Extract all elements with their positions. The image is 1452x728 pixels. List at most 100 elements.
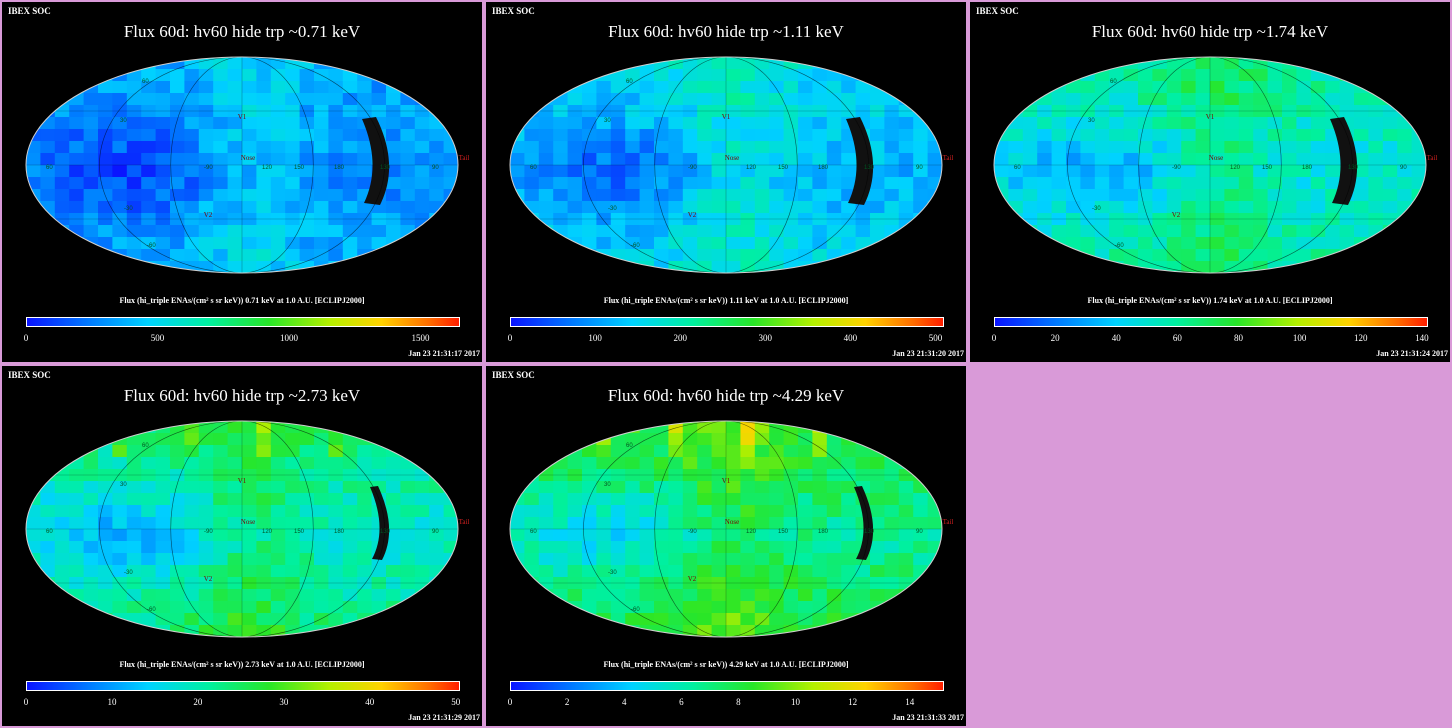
colorbar-tick-label: 80 <box>1234 333 1243 343</box>
latitude-label: 60 <box>142 443 149 449</box>
map-label-nose: Nose <box>241 518 255 526</box>
longitude-label: -90 <box>688 529 697 535</box>
colorbar-ticks: 0 20 40 60 80 100 120 140 <box>992 333 1429 345</box>
longitude-label: 90 <box>916 529 923 535</box>
colorbar-tick-label: 20 <box>193 697 203 707</box>
sky-map: V1 V2 Nose Tail 60 -90 120 150 180 130 90 60 30 -30 -6… <box>509 420 953 638</box>
colorbar-ticks: 0 10 20 30 40 50 <box>23 697 460 709</box>
colorbar-tick-label: 0 <box>23 697 29 707</box>
map-label-nose: Nose <box>725 154 739 162</box>
colorbar-tick-label: 4 <box>621 697 627 707</box>
longitude-label: 130 <box>864 165 875 171</box>
sky-map: V1 V2 Nose Tail 60 -90 120 150 180 130 90 60 30 -30 -6… <box>993 56 1438 274</box>
latitude-label: 30 <box>604 118 611 124</box>
timestamp: Jan 23 21:31:17 2017 <box>408 349 480 358</box>
longitude-label: 60 <box>530 165 537 171</box>
longitude-label: -90 <box>204 165 213 171</box>
colorbar-ticks: 0 2 4 6 8 10 12 14 <box>508 697 944 709</box>
colorbar-tick-label: 20 <box>1050 333 1060 343</box>
colorbar-tick-label: 10 <box>791 697 801 707</box>
longitude-label: 130 <box>380 165 391 171</box>
ibex-soc-label: IBEX SOC <box>8 6 51 16</box>
sky-map: V1 V2 Nose Tail 60 -90 120 150 180 130 90 60 30 -30 -6… <box>509 56 954 274</box>
longitude-label: 180 <box>334 165 345 171</box>
longitude-label: 120 <box>746 165 757 171</box>
map-label-v2: V2 <box>688 575 697 583</box>
map-label-v1: V1 <box>722 477 731 485</box>
map-label-v2: V2 <box>204 575 213 583</box>
map-outline <box>25 420 459 638</box>
map-label-v2: V2 <box>204 211 213 219</box>
timestamp: Jan 23 21:31:24 2017 <box>1376 349 1448 358</box>
longitude-label: 90 <box>1400 165 1407 171</box>
map-outline <box>25 56 459 274</box>
colorbar-tick-label: 40 <box>1111 333 1121 343</box>
map-title: Flux 60d: hv60 hide trp ~4.29 keV <box>607 386 845 405</box>
longitude-label: 150 <box>294 165 305 171</box>
longitude-label: 150 <box>294 529 305 535</box>
map-label-v1: V1 <box>238 477 247 485</box>
longitude-label: 60 <box>46 165 53 171</box>
longitude-label: 130 <box>864 529 875 535</box>
colorbar-tick-label: 40 <box>365 697 375 707</box>
longitude-label: -90 <box>688 165 697 171</box>
latitude-label: 60 <box>626 443 633 449</box>
map-outline <box>993 56 1427 274</box>
longitude-label: 130 <box>380 529 391 535</box>
latitude-label: -60 <box>631 607 640 613</box>
longitude-label: 130 <box>1348 165 1359 171</box>
longitude-label: 60 <box>530 529 537 535</box>
latitude-label: 30 <box>1088 118 1095 124</box>
colorbar-tick-label: 1000 <box>280 333 299 343</box>
colorbar-tick-label: 6 <box>679 697 684 707</box>
longitude-label: 60 <box>1014 165 1021 171</box>
colorbar-tick-label: 2 <box>564 697 570 707</box>
ibex-soc-label: IBEX SOC <box>492 370 535 380</box>
map-label-v2: V2 <box>688 211 697 219</box>
colorbar <box>994 317 1428 327</box>
latitude-label: -60 <box>147 607 156 613</box>
longitude-label: 60 <box>46 529 53 535</box>
colorbar-tick-label: 0 <box>507 333 513 343</box>
longitude-label: 120 <box>262 529 273 535</box>
timestamp: Jan 23 21:31:29 2017 <box>408 713 480 722</box>
latitude-label: -30 <box>608 570 617 576</box>
colorbar-tick-label: 120 <box>1354 333 1368 343</box>
map-title: Flux 60d: hv60 hide trp ~0.71 keV <box>123 22 361 41</box>
longitude-label: -90 <box>1172 165 1181 171</box>
map-label-tail: Tail <box>459 518 470 526</box>
longitude-label: 120 <box>1230 165 1241 171</box>
colorbar-tick-label: 8 <box>736 697 741 707</box>
map-label-v1: V1 <box>238 113 247 121</box>
colorbar-tick-label: 12 <box>848 697 858 707</box>
colorbar-title: Flux (hi_triple ENAs/(cm² s sr keV)) 0.7… <box>119 296 365 305</box>
longitude-label: 180 <box>818 529 829 535</box>
latitude-label: -60 <box>147 243 156 249</box>
map-outline <box>509 420 943 638</box>
longitude-label: 150 <box>1262 165 1273 171</box>
colorbar-title: Flux (hi_triple ENAs/(cm² s sr keV)) 1.7… <box>1087 296 1333 305</box>
longitude-label: 180 <box>818 165 829 171</box>
map-label-tail: Tail <box>1427 154 1438 162</box>
colorbar-tick-label: 60 <box>1172 333 1182 343</box>
colorbar-tick-label: 500 <box>150 333 165 343</box>
sky-map-panel: IBEX SOC Flux 60d: hv60 hide trp ~2.73 k… <box>2 366 482 726</box>
colorbar-tick-label: 140 <box>1415 333 1429 343</box>
latitude-label: -30 <box>1092 206 1101 212</box>
sky-map-panel: IBEX SOC Flux 60d: hv60 hide trp ~0.71 k… <box>2 2 482 362</box>
colorbar-tick-label: 14 <box>905 697 915 707</box>
map-label-nose: Nose <box>1209 154 1223 162</box>
latitude-label: -30 <box>124 570 133 576</box>
latitude-label: -30 <box>124 206 133 212</box>
latitude-label: 60 <box>142 79 149 85</box>
ibex-soc-label: IBEX SOC <box>8 370 51 380</box>
colorbar <box>510 317 944 327</box>
sky-map: V1 V2 Nose Tail 60 -90 120 150 180 130 90 60 30 -30 -6… <box>25 56 469 274</box>
map-label-v1: V1 <box>1206 113 1215 121</box>
latitude-label: 30 <box>120 482 127 488</box>
map-label-nose: Nose <box>241 154 255 162</box>
sky-map-panel: IBEX SOC Flux 60d: hv60 hide trp ~1.11 k… <box>486 2 966 362</box>
colorbar-ticks: 0 500 1000 1500 <box>24 333 460 345</box>
map-label-tail: Tail <box>943 154 954 162</box>
colorbar-tick-label: 100 <box>588 333 602 343</box>
